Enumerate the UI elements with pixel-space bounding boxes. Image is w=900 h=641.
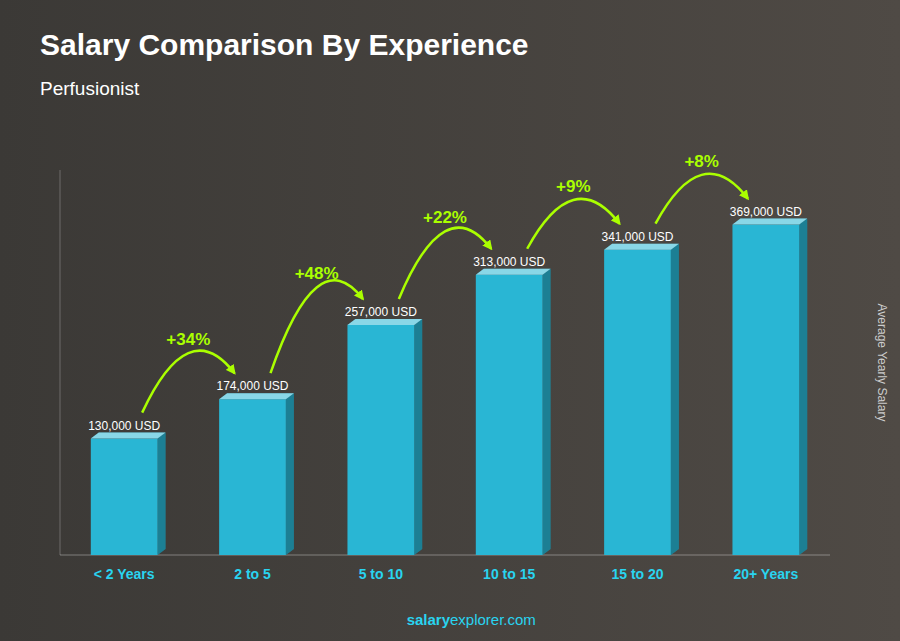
bar-side-shade xyxy=(158,433,166,555)
bars xyxy=(91,219,807,555)
x-axis-line xyxy=(60,555,830,556)
bar-top xyxy=(604,244,679,250)
change-arrow xyxy=(142,351,234,413)
bar-side xyxy=(543,269,551,555)
y-axis-line xyxy=(60,170,61,555)
y-axis-label: Average Yearly Salary xyxy=(875,304,889,422)
bar-top xyxy=(732,219,807,225)
subtitle: Perfusionist xyxy=(40,78,140,99)
title: Salary Comparison By Experience xyxy=(40,28,529,61)
bar-side xyxy=(671,244,679,555)
change-label: +22% xyxy=(423,208,467,227)
value-label: 130,000 USD xyxy=(88,419,160,433)
bar-group xyxy=(732,219,807,555)
category-label: < 2 Years xyxy=(94,566,155,582)
bar-side xyxy=(158,433,166,555)
value-label: 313,000 USD xyxy=(473,255,545,269)
bar xyxy=(219,399,286,555)
bar xyxy=(476,275,543,555)
bar-top xyxy=(91,433,166,439)
change-arrow xyxy=(399,228,491,299)
bar-side xyxy=(414,319,422,555)
change-label: +34% xyxy=(166,330,210,349)
bar xyxy=(347,325,414,555)
bar-top xyxy=(219,393,294,399)
change-arrow xyxy=(656,174,748,224)
category-label: 10 to 15 xyxy=(483,566,535,582)
background xyxy=(0,0,900,641)
bar-side xyxy=(286,393,294,555)
value-label: 341,000 USD xyxy=(601,230,673,244)
category-label: 2 to 5 xyxy=(234,566,271,582)
bar-side-shade xyxy=(799,219,807,555)
watermark: explorer.com xyxy=(450,611,536,628)
change-label: +48% xyxy=(295,264,339,283)
bar-top-highlight xyxy=(732,219,807,225)
bar-top-highlight xyxy=(476,269,551,275)
bar-group xyxy=(91,433,166,555)
bar xyxy=(732,225,799,555)
change-label: +8% xyxy=(684,152,719,171)
category-label: 15 to 20 xyxy=(611,566,663,582)
change-arrow xyxy=(271,280,363,373)
value-label: 257,000 USD xyxy=(345,305,417,319)
bar-top-highlight xyxy=(91,433,166,439)
bar xyxy=(604,250,671,555)
bar-top xyxy=(347,319,422,325)
category-label: 20+ Years xyxy=(733,566,798,582)
chart: Salary Comparison By Experience Perfusion… xyxy=(0,0,900,641)
bar-side xyxy=(799,219,807,555)
change-label: +9% xyxy=(556,177,591,196)
watermark: salary xyxy=(407,611,451,628)
bar-group xyxy=(219,393,294,555)
bar-side-shade xyxy=(543,269,551,555)
bar-top-highlight xyxy=(219,393,294,399)
bar-group xyxy=(604,244,679,555)
value-label: 369,000 USD xyxy=(730,205,802,219)
bar-group xyxy=(476,269,551,555)
bar-side-shade xyxy=(414,319,422,555)
bar-top xyxy=(476,269,551,275)
change-arrow xyxy=(527,199,619,249)
bar-side-shade xyxy=(671,244,679,555)
change-arrows xyxy=(142,174,748,413)
category-label: 5 to 10 xyxy=(359,566,404,582)
bar xyxy=(91,439,158,555)
bar-group xyxy=(347,319,422,555)
bar-side-shade xyxy=(286,393,294,555)
bar-top-highlight xyxy=(347,319,422,325)
value-label: 174,000 USD xyxy=(216,379,288,393)
bar-top-highlight xyxy=(604,244,679,250)
